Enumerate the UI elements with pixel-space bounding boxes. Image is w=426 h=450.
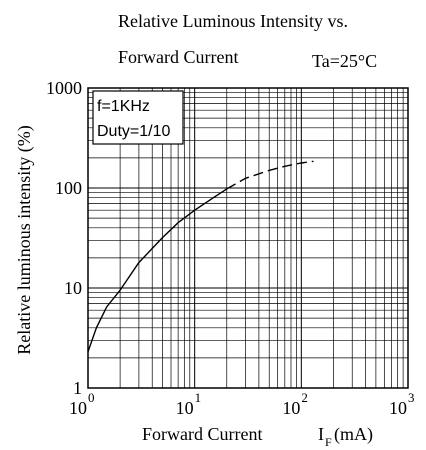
- chart-title-line2: Forward Current: [118, 47, 238, 67]
- x-axis-unit: (mA): [334, 424, 373, 445]
- annotation-box: [92, 90, 184, 145]
- y-tick-labels: 1 10 100 1000: [46, 78, 82, 398]
- chart-title-line1: Relative Luminous Intensity vs.: [118, 11, 348, 31]
- y-tick-label: 10: [64, 278, 82, 298]
- annotation-frequency: f=1KHz: [97, 98, 150, 115]
- x-tick-exponent: 1: [195, 390, 202, 405]
- x-tick-exponent: 0: [88, 390, 95, 405]
- x-tick-exponent: 2: [301, 390, 308, 405]
- curves: [87, 160, 314, 353]
- x-axis-symbol-subscript: F: [325, 435, 332, 449]
- x-tick-label: 10: [69, 398, 87, 418]
- annotation-duty: Duty=1/10: [97, 123, 170, 140]
- temperature-condition: Ta=25°C: [312, 51, 377, 71]
- y-tick-label: 1000: [46, 78, 82, 98]
- x-tick-label: 10: [176, 398, 194, 418]
- x-axis-label: Forward Current: [142, 424, 262, 444]
- x-tick-exponent: 3: [408, 390, 415, 405]
- x-axis-symbol: I: [318, 424, 324, 444]
- x-tick-label: 10: [282, 398, 300, 418]
- x-tick-label: 10: [389, 398, 407, 418]
- y-tick-label: 100: [55, 178, 82, 198]
- y-axis-label: Relative luminous intensity (%): [14, 125, 35, 354]
- intensity-curve-solid: [87, 188, 228, 353]
- intensity-curve-dashed: [226, 160, 314, 190]
- plot-frame: [87, 87, 409, 389]
- y-tick-label: 1: [73, 378, 82, 398]
